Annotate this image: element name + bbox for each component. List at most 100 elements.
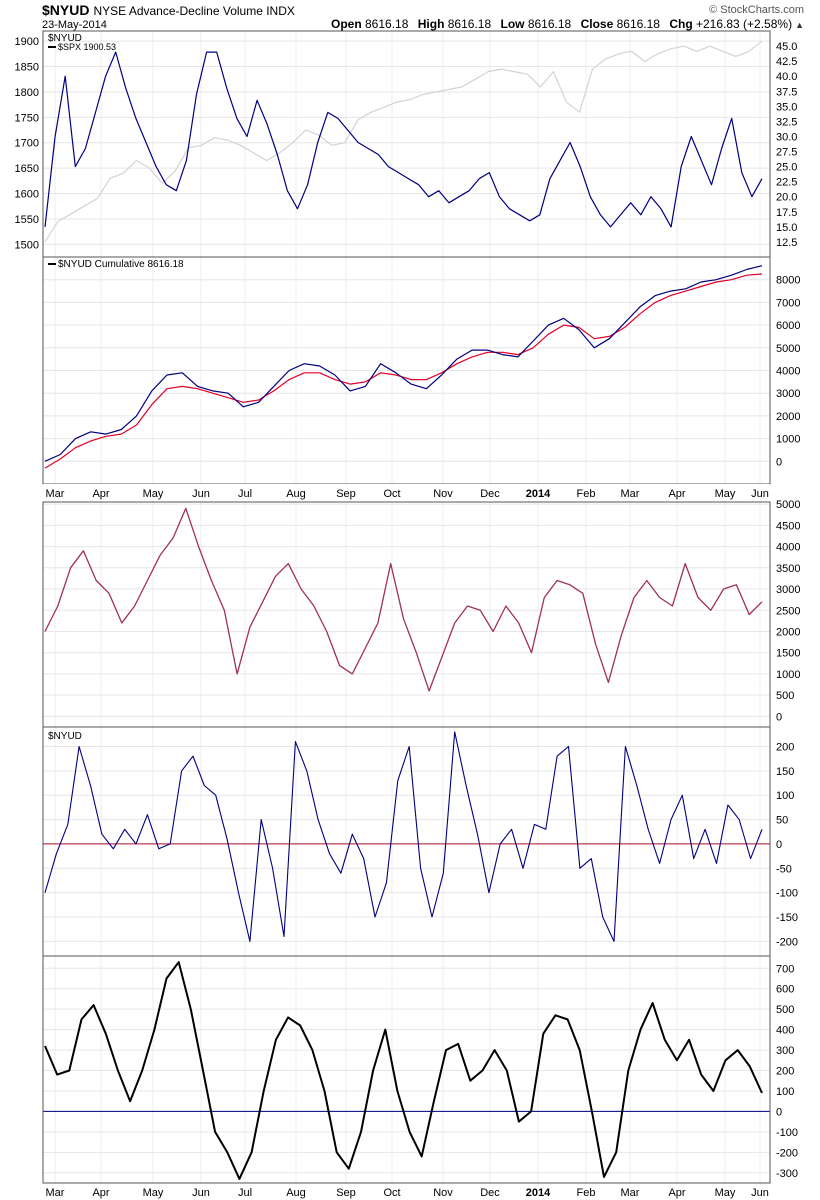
y-tick-label-right: 20.0 [776,192,797,204]
y-tick-label-right: 0 [776,839,782,851]
y-tick-label-right: 12.5 [776,237,797,249]
y-tick-label-right: 37.5 [776,86,797,98]
y-tick-label-right: 17.5 [776,207,797,219]
x-tick-label: Mar [621,488,640,500]
y-tick-label-left: 1800 [15,87,39,99]
cumulative-series-line [44,265,763,462]
x-tick-label: Nov [433,1187,453,1199]
x-tick-label: Oct [383,488,400,500]
y-tick-label-right: 200 [776,1066,794,1078]
x-tick-label: Aug [286,1187,306,1199]
y-tick-label-right: 700 [776,963,794,975]
panel-title: $NYUD [48,731,82,742]
y-tick-label-right: 5000 [776,343,800,355]
y-tick-label-right: -200 [776,936,798,948]
y-tick-label-right: -100 [776,1127,798,1139]
y-tick-label-right: -50 [776,863,792,875]
y-tick-label-right: 150 [776,766,794,778]
low-label: Low [500,17,525,31]
x-tick-label: Aug [286,488,306,500]
y-tick-label-right: 100 [776,790,794,802]
y-tick-label-right: 2500 [776,605,800,617]
y-tick-label-right: 40.0 [776,71,797,83]
chart-date: 23-May-2014 [42,19,107,31]
x-tick-label: Feb [577,1187,596,1199]
y-tick-label-right: 1000 [776,434,800,446]
indicator-series-line [44,507,763,692]
high-value: 8616.18 [447,17,492,31]
y-tick-label-left: 1550 [15,214,39,226]
y-tick-label-right: 15.0 [776,222,797,234]
panel-frame [42,726,771,957]
y-tick-label-right: 4000 [776,542,800,554]
panel-frame [42,955,771,1184]
symbol-title: $NYUD [42,2,90,18]
y-tick-label-right: -300 [776,1168,798,1180]
nyud-series-line [44,51,763,228]
x-tick-label: Apr [92,488,109,500]
legend-entry-spx: $SPX 1900.53 [58,42,116,52]
y-tick-label-right: 25.0 [776,162,797,174]
x-tick-label: Apr [92,1187,109,1199]
open-value: 8616.18 [365,17,409,31]
y-tick-label-right: 3000 [776,388,800,400]
y-tick-label-left: 1500 [15,239,39,251]
x-tick-label: Jul [238,1187,252,1199]
y-tick-label-right: 45.0 [776,41,797,53]
oscillator-series-line [44,961,763,1180]
nyud-daily-line [44,731,763,942]
panel-frame [42,501,771,728]
y-tick-label-right: -100 [776,888,798,900]
y-tick-label-right: 3000 [776,584,800,596]
panel-title: $NYUD Cumulative 8616.18 [58,259,184,270]
x-axis-band [43,484,770,502]
x-tick-label: Jun [192,1187,210,1199]
y-tick-label-right: 500 [776,1004,794,1016]
y-tick-label-right: 4000 [776,366,800,378]
y-tick-label-right: 5000 [776,499,800,511]
open-label: Open [330,17,362,31]
y-tick-label-right: 50 [776,815,788,827]
y-tick-label-left: 1900 [15,36,39,48]
chg-label: Chg [669,17,693,31]
y-tick-label-left: 1750 [15,112,39,124]
y-tick-label-right: 0 [776,711,782,723]
x-tick-label: May [143,1187,164,1199]
y-tick-label-right: 27.5 [776,147,797,159]
cumulative-ma-line [44,273,763,469]
x-tick-label: Jun [751,1187,769,1199]
close-value: 8616.18 [616,17,660,31]
y-tick-label-right: 30.0 [776,131,797,143]
y-tick-label-right: 42.5 [776,56,797,68]
y-tick-label-right: 3500 [776,563,800,575]
x-tick-label: Dec [480,1187,500,1199]
y-tick-label-right: -150 [776,912,798,924]
x-tick-label: Feb [577,488,596,500]
x-tick-label: Mar [621,1187,640,1199]
x-tick-label: 2014 [526,1187,551,1199]
y-tick-label-right: 1000 [776,669,800,681]
y-tick-label-right: 300 [776,1045,794,1057]
x-tick-label: Sep [336,1187,356,1199]
close-label: Close [580,17,614,31]
y-tick-label-right: 600 [776,984,794,996]
y-tick-label-left: 1650 [15,163,39,175]
x-tick-label: Nov [433,488,453,500]
x-tick-label: May [715,1187,736,1199]
y-tick-label-right: 0 [776,456,782,468]
y-tick-label-right: 1500 [776,648,800,660]
y-tick-label-left: 1700 [15,138,39,150]
ohlc-readout: Open 8616.18 High 8616.18 Low 8616.18 Cl… [325,17,804,32]
x-tick-label: Sep [336,488,356,500]
stockcharts-credit[interactable]: © StockCharts.com [709,4,804,16]
high-label: High [417,17,445,31]
y-tick-label-right: 100 [776,1086,794,1098]
y-tick-label-left: 1600 [15,189,39,201]
y-tick-label-right: 2000 [776,411,800,423]
x-tick-label: 2014 [526,488,551,500]
y-tick-label-right: 35.0 [776,101,797,113]
y-tick-label-right: 400 [776,1025,794,1037]
x-tick-label: Mar [46,1187,65,1199]
chart-subheader: 23-May-2014 Open 8616.18 High 8616.18 Lo… [42,17,812,31]
